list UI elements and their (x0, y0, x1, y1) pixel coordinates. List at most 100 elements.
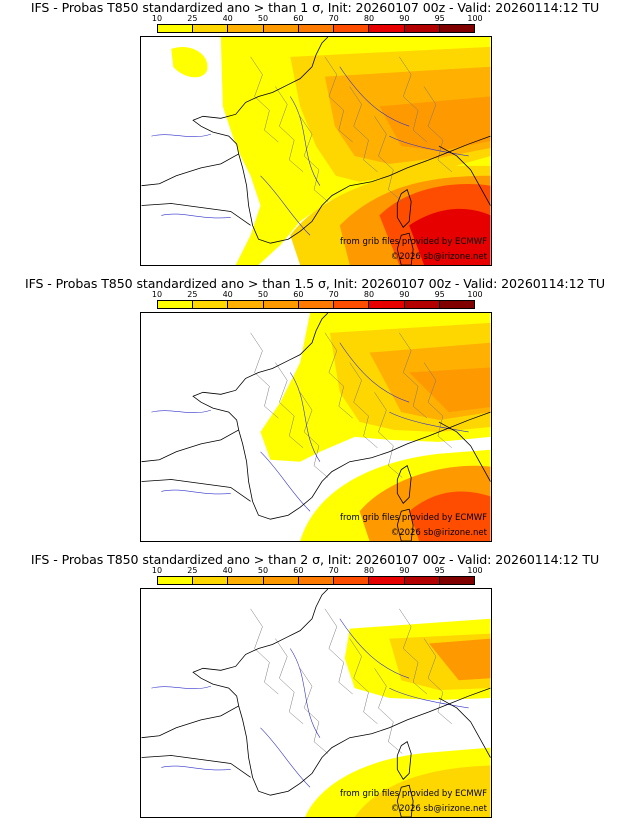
colorbar-swatch (439, 25, 474, 32)
admin-boundary (299, 392, 329, 478)
colorbar-tick-label: 50 (257, 14, 269, 23)
credit-source: from grib files provided by ECMWF (340, 513, 487, 523)
colorbar-swatch (404, 301, 440, 308)
colorbar-tick-label: 100 (467, 290, 483, 299)
river (161, 213, 231, 219)
admin-boundary (374, 668, 403, 754)
river (339, 342, 410, 403)
colorbar-swatch (158, 25, 194, 32)
panel-title: IFS - Probas T850 standardized ano > tha… (30, 552, 600, 567)
colorbar-tick-label: 60 (293, 14, 304, 23)
admin-boundary (324, 56, 353, 143)
colorbar-tick-label: 90 (399, 14, 410, 23)
admin-boundary (374, 392, 403, 478)
admin-boundary (250, 608, 279, 695)
colorbar-swatches (157, 576, 475, 585)
credit-source: from grib files provided by ECMWF (340, 237, 487, 247)
probability-area (409, 491, 491, 541)
river (151, 409, 212, 413)
river (389, 411, 469, 433)
river (161, 765, 231, 771)
colorbar-swatch (228, 301, 264, 308)
admin-boundary (275, 86, 304, 173)
admin-boundary (399, 332, 428, 419)
colorbar-tick-label: 95 (434, 290, 445, 299)
admin-boundary (374, 116, 403, 202)
colorbar-swatch (404, 25, 440, 32)
island-corsica (396, 189, 412, 228)
admin-boundary (250, 56, 279, 143)
admin-boundary (423, 362, 452, 449)
colorbar-swatches (157, 24, 475, 33)
coastline (141, 589, 329, 739)
colorbar-tick-label: 70 (328, 566, 339, 575)
border (141, 203, 251, 226)
credit-copyright: ©2026 sb@irizone.net (390, 528, 487, 538)
colorbar-swatch (439, 577, 474, 584)
admin-boundary (324, 332, 353, 419)
admin-boundary (349, 86, 378, 173)
admin-boundary (399, 56, 428, 143)
colorbar-tick-label: 100 (467, 14, 483, 23)
river (389, 687, 469, 709)
colorbar-swatch (404, 577, 440, 584)
colorbar-tick-label: 40 (222, 290, 233, 299)
probability-area (429, 638, 491, 681)
coastline (141, 37, 329, 187)
probability-area (379, 96, 491, 151)
colorbar-swatch (263, 301, 299, 308)
colorbar: 10 25 40 50 60 70 80 90 95 100 (152, 566, 483, 586)
river (161, 489, 231, 495)
colorbar-swatch (193, 301, 229, 308)
probability-map: from grib files provided by ECMWF ©2026 s… (140, 36, 492, 266)
colorbar-tick-label: 80 (363, 290, 375, 299)
colorbar-swatch (439, 301, 474, 308)
colorbar-tick-label: 80 (363, 14, 375, 23)
colorbar-tick-label: 25 (187, 14, 198, 23)
colorbar-tick-label: 80 (363, 566, 375, 575)
colorbar: 10 25 40 50 60 70 80 90 95 100 (152, 14, 483, 34)
island-sardinia (396, 508, 414, 541)
admin-boundary (250, 332, 279, 419)
river (289, 372, 321, 462)
colorbar-tick-label: 10 (151, 14, 163, 23)
colorbar-tick-label: 50 (257, 290, 269, 299)
river (289, 96, 321, 186)
probability-area (409, 367, 491, 413)
map-svg (141, 589, 491, 817)
river (389, 135, 469, 157)
colorbar-swatch (263, 577, 299, 584)
admin-boundary (349, 362, 378, 449)
credit-source: from grib files provided by ECMWF (340, 789, 487, 799)
colorbar-swatch (369, 25, 405, 32)
colorbar-tick-label: 60 (293, 566, 304, 575)
river (289, 648, 321, 738)
colorbar-tick-label: 60 (293, 290, 304, 299)
coastline (238, 687, 491, 796)
colorbar-swatch (193, 577, 229, 584)
river (151, 133, 212, 137)
colorbar-tick-label: 70 (328, 290, 339, 299)
colorbar-tick-label: 100 (467, 566, 483, 575)
map-panel-3: IFS - Probas T850 standardized ano > tha… (0, 552, 630, 822)
colorbar-tick-label: 95 (434, 566, 445, 575)
colorbar-swatch (158, 301, 194, 308)
probability-area (409, 208, 491, 265)
island-corsica (396, 465, 412, 504)
credit-copyright: ©2026 sb@irizone.net (390, 804, 487, 814)
colorbar-tick-label: 25 (187, 566, 198, 575)
map-panel-2: IFS - Probas T850 standardized ano > tha… (0, 276, 630, 546)
colorbar-tick-label: 90 (399, 290, 410, 299)
colorbar-tick-label: 25 (187, 290, 198, 299)
border (438, 421, 491, 482)
coastline (238, 135, 491, 244)
probability-area (354, 765, 491, 817)
border (438, 145, 491, 206)
admin-boundary (324, 608, 353, 695)
credit-copyright: ©2026 sb@irizone.net (390, 252, 487, 262)
colorbar-swatch (334, 577, 370, 584)
river (260, 451, 311, 512)
admin-boundary (423, 638, 452, 725)
border (438, 697, 491, 758)
admin-boundary (299, 668, 329, 754)
